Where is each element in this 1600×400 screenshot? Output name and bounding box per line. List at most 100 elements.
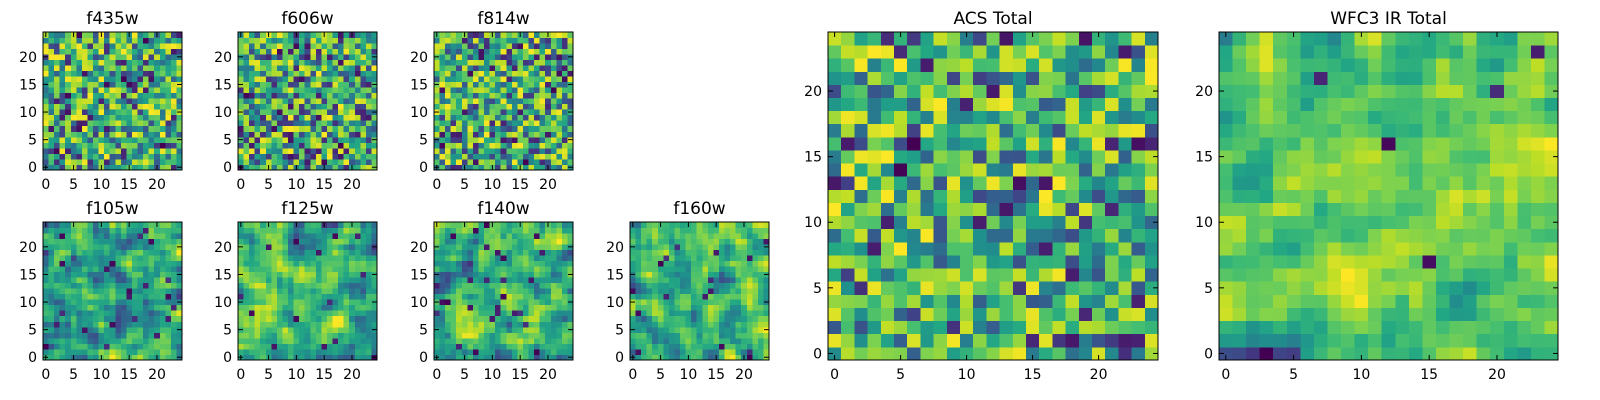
heatmap-cells	[43, 222, 183, 361]
heatmap-cell	[48, 288, 55, 295]
heatmap-cell	[321, 304, 328, 311]
heatmap-cell	[511, 65, 518, 72]
heatmap-cell	[131, 54, 138, 60]
heatmap-cell	[691, 233, 698, 239]
heatmap-cell	[98, 142, 105, 149]
heatmap-cell	[254, 158, 261, 165]
heatmap-cell	[109, 131, 116, 138]
heatmap-cell	[109, 304, 116, 311]
heatmap-cell	[93, 76, 99, 83]
heatmap-cell	[668, 288, 675, 295]
heatmap-cell	[243, 70, 250, 77]
heatmap-cell	[646, 271, 653, 278]
heatmap-cell	[635, 227, 642, 234]
heatmap-cell	[528, 255, 535, 262]
heatmap-cell	[338, 222, 345, 228]
heatmap-cell	[76, 249, 83, 256]
heatmap-cell	[472, 238, 479, 245]
heatmap-cell	[484, 76, 490, 83]
heatmap-cell	[170, 343, 177, 350]
heatmap-cell	[641, 227, 648, 234]
heatmap-cell	[472, 343, 479, 350]
heatmap-cell	[260, 343, 267, 350]
heatmap-cell	[243, 293, 250, 300]
heatmap-cell	[265, 158, 272, 165]
x-tick-label: 0	[432, 367, 441, 383]
heatmap-cell	[254, 114, 261, 121]
heatmap-cell	[567, 282, 574, 289]
heatmap-cell	[176, 92, 183, 99]
heatmap-cell	[461, 131, 468, 138]
heatmap-cell	[489, 120, 496, 127]
heatmap-cell	[282, 260, 289, 267]
heatmap-cell	[500, 321, 507, 328]
heatmap-cell	[260, 43, 267, 49]
heatmap-cell	[1078, 255, 1093, 269]
heatmap-cell	[999, 189, 1014, 203]
heatmap-cell	[137, 321, 144, 328]
heatmap-cell	[260, 233, 267, 239]
heatmap-cell	[265, 238, 272, 245]
heatmap-cell	[126, 304, 133, 311]
heatmap-cell	[81, 92, 88, 99]
heatmap-cell	[43, 87, 49, 94]
axes-frame	[42, 31, 183, 171]
heatmap-cell	[752, 315, 759, 322]
heatmap-cell	[310, 70, 317, 77]
heatmap-cell	[81, 81, 88, 88]
heatmap-cell	[159, 348, 166, 355]
heatmap-cell	[93, 304, 99, 311]
heatmap-cell	[495, 48, 502, 55]
heatmap-cell	[635, 244, 642, 250]
y-tick-label: 15	[214, 77, 232, 93]
heatmap-cell	[165, 354, 172, 361]
heatmap-cell	[254, 233, 261, 239]
heatmap-cell	[288, 277, 294, 284]
heatmap-cell	[271, 282, 278, 289]
heatmap-cell	[315, 260, 322, 267]
heatmap-cell	[249, 299, 256, 306]
heatmap-cell	[48, 164, 55, 171]
heatmap-cell	[282, 337, 289, 344]
heatmap-cell	[1131, 307, 1146, 322]
heatmap-cell	[288, 125, 294, 132]
heatmap-cell	[668, 222, 675, 228]
heatmap-cell	[456, 164, 463, 171]
heatmap-cell	[674, 337, 681, 344]
heatmap-cell	[528, 114, 535, 121]
heatmap-cell	[276, 87, 283, 94]
heatmap-cell	[299, 81, 306, 88]
heatmap-cell	[561, 227, 568, 234]
heatmap-cell	[338, 120, 345, 127]
heatmap-cell	[456, 147, 463, 154]
heatmap-cell	[98, 48, 105, 55]
heatmap-cell	[326, 37, 333, 44]
heatmap-cell	[137, 244, 144, 250]
heatmap-cell	[137, 249, 144, 256]
heatmap-cell	[349, 54, 356, 60]
heatmap-cell	[746, 266, 753, 273]
heatmap-cell	[265, 282, 272, 289]
heatmap-cell	[87, 266, 94, 273]
heatmap-cell	[59, 98, 66, 105]
heatmap-cell	[1118, 228, 1132, 243]
axes-frame	[433, 221, 574, 361]
heatmap-cell	[126, 103, 133, 110]
heatmap-cell	[154, 65, 161, 72]
heatmap-cell	[674, 326, 681, 333]
heatmap-cell	[450, 136, 457, 143]
heatmap-cell	[76, 304, 83, 311]
heatmap-cell	[365, 65, 372, 72]
heatmap-cell	[321, 255, 328, 262]
heatmap-cell	[176, 293, 183, 300]
heatmap-cell	[1065, 189, 1080, 203]
heatmap-cell	[338, 227, 345, 234]
heatmap-cell	[550, 81, 557, 88]
heatmap-cell	[87, 222, 94, 228]
heatmap-cell	[696, 233, 703, 239]
heatmap-cell	[365, 310, 372, 317]
heatmap-cell	[456, 136, 463, 143]
heatmap-cell	[500, 54, 507, 60]
heatmap-cell	[98, 54, 105, 60]
heatmap-cell	[534, 125, 541, 132]
